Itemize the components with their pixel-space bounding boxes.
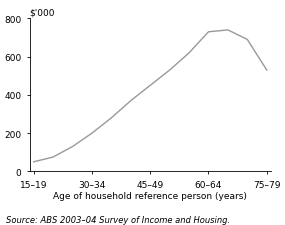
Text: Source: ABS 2003–04 Survey of Income and Housing.: Source: ABS 2003–04 Survey of Income and… [6,215,230,224]
X-axis label: Age of household reference person (years): Age of household reference person (years… [53,192,247,201]
Text: $'000: $'000 [30,9,55,18]
